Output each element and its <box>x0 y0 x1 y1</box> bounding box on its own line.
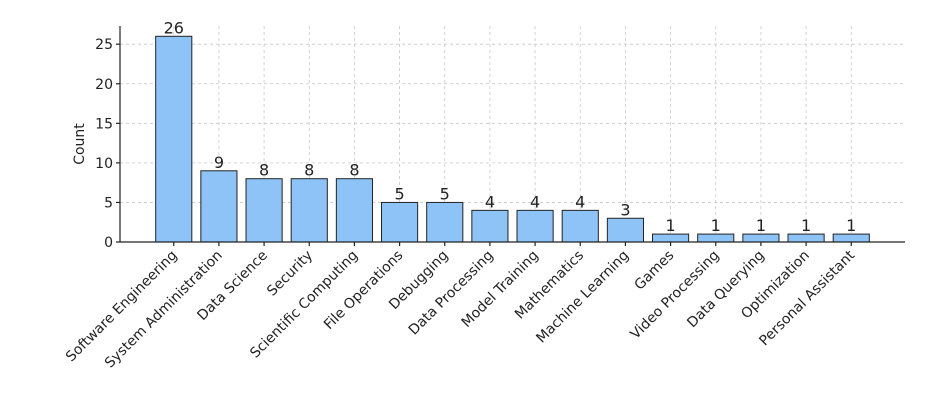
bar <box>335 178 373 243</box>
y-tick-label: 10 <box>95 156 113 172</box>
value-label: 4 <box>575 192 585 211</box>
bar <box>381 201 419 243</box>
x-tick-label: Model Training <box>459 248 542 331</box>
value-label: 5 <box>394 184 404 203</box>
value-label: 8 <box>304 161 314 180</box>
value-label: 1 <box>846 216 856 235</box>
x-tick-label: File Operations <box>321 248 406 333</box>
y-axis-label: Count <box>72 123 88 165</box>
y-tick-label: 5 <box>104 195 113 211</box>
x-tick-label: Games <box>631 248 677 294</box>
bar <box>200 170 238 243</box>
bar <box>561 209 599 243</box>
value-label: 8 <box>259 161 269 180</box>
value-label: 26 <box>164 18 184 37</box>
y-tick-label: 15 <box>95 116 113 132</box>
value-label: 1 <box>711 216 721 235</box>
value-label: 1 <box>665 216 675 235</box>
x-tick-label: Data Processing <box>406 248 497 339</box>
value-label: 9 <box>214 153 224 172</box>
bar <box>426 201 464 243</box>
bar <box>652 233 690 243</box>
bar <box>832 233 870 243</box>
value-label: 1 <box>801 216 811 235</box>
value-label: 1 <box>756 216 766 235</box>
y-tick-label: 20 <box>95 77 113 93</box>
value-label: 8 <box>349 161 359 180</box>
x-tick-label: Data Querying <box>684 248 767 331</box>
bar <box>787 233 825 243</box>
bar <box>155 35 193 243</box>
bar <box>606 217 644 243</box>
bar <box>471 209 509 243</box>
bar <box>742 233 780 243</box>
value-label: 4 <box>485 192 495 211</box>
value-label: 3 <box>620 200 630 219</box>
bar <box>245 178 283 243</box>
y-tick-label: 25 <box>95 37 113 53</box>
value-label: 4 <box>530 192 540 211</box>
bar <box>290 178 328 243</box>
bar <box>516 209 554 243</box>
y-tick-label: 0 <box>104 235 113 251</box>
bar <box>697 233 735 243</box>
value-label: 5 <box>440 184 450 203</box>
